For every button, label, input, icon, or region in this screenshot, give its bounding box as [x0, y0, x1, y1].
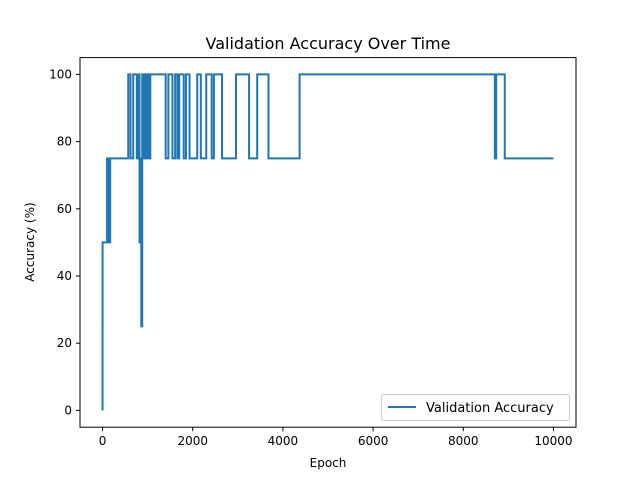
- x-tick-label: 0: [99, 434, 107, 448]
- y-tick-label: 40: [57, 269, 72, 283]
- x-axis-ticks: 0 2000 4000 6000 8000 10000: [99, 427, 573, 448]
- x-tick-label: 6000: [358, 434, 389, 448]
- plot-area: 0 2000 4000 6000 8000 10000 0 20 40 60 80 100: [49, 57, 577, 448]
- legend: Validation Accuracy: [381, 394, 570, 421]
- plot-frame: [79, 57, 577, 428]
- x-tick-label: 10000: [534, 434, 572, 448]
- x-tick-label: 2000: [177, 434, 208, 448]
- y-tick-label: 20: [57, 336, 72, 350]
- series-line-0: [101, 73, 554, 411]
- y-tick-label: 0: [64, 403, 72, 417]
- x-tick-label: 4000: [268, 434, 299, 448]
- legend-frame: [381, 394, 570, 421]
- series-layer: [101, 73, 554, 411]
- y-tick-label: 80: [57, 135, 72, 149]
- y-axis-ticks: 0 20 40 60 80 100: [49, 67, 80, 417]
- y-tick-label: 100: [49, 67, 72, 81]
- x-axis-label: Epoch: [310, 456, 347, 470]
- x-tick-label: 8000: [448, 434, 479, 448]
- y-axis-label: Accuracy (%): [23, 202, 37, 281]
- chart-title: Validation Accuracy Over Time: [206, 34, 451, 53]
- y-tick-label: 60: [57, 202, 72, 216]
- legend-label: Validation Accuracy: [426, 401, 554, 416]
